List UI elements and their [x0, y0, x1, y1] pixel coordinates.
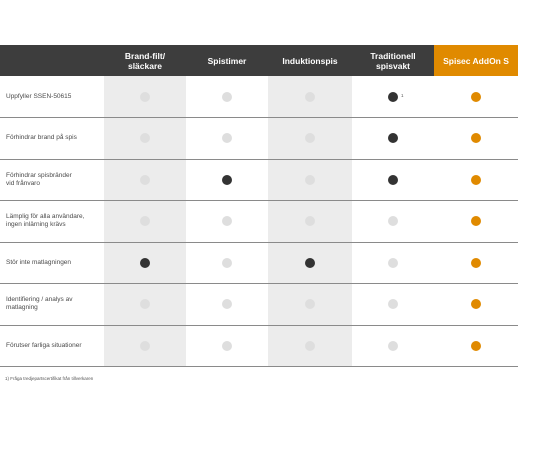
row-divider: [0, 324, 518, 326]
empty-dot-icon: [222, 257, 232, 268]
empty-dot-icon: [222, 133, 232, 144]
filled-dot-icon: [305, 257, 315, 268]
row-divider: [0, 117, 518, 118]
column-header: Spistimer: [207, 55, 247, 66]
accent-dot-icon: [471, 216, 481, 227]
table-row: Förutser farliga situationer: [0, 325, 518, 366]
accent-dot-icon: [471, 91, 481, 102]
empty-dot-icon: [140, 340, 150, 351]
table-row: Identifiering / analys av matlagning: [0, 284, 518, 325]
accent-dot-icon: [471, 340, 481, 351]
row-divider: [0, 200, 518, 201]
empty-dot-icon: [222, 340, 232, 351]
empty-dot-icon: [305, 340, 315, 351]
empty-dot-icon: [140, 299, 150, 310]
row-label: Stör inte matlagningen: [6, 258, 72, 266]
row-label: Förutser farliga situationer: [6, 341, 82, 349]
column-header: Spisec AddOn S: [434, 45, 518, 76]
row-divider: [0, 158, 518, 160]
table-row: Förhindrar brand på spis: [0, 118, 518, 159]
empty-dot-icon: [388, 257, 398, 268]
filled-dot-icon: [140, 257, 150, 268]
empty-dot-icon: [305, 216, 315, 227]
row-label: Lämplig för alla användare, ingen inlärn…: [6, 213, 85, 228]
empty-dot-icon: [222, 91, 232, 102]
footnote-marker: 1: [401, 92, 404, 98]
empty-dot-icon: [222, 299, 232, 310]
table-row: Stör inte matlagningen: [0, 242, 518, 283]
empty-dot-icon: [305, 133, 315, 144]
table-row: Uppfyller SSEN-50615 1: [0, 76, 518, 117]
empty-dot-icon: [222, 216, 232, 227]
empty-dot-icon: [140, 91, 150, 102]
filled-dot-icon: [388, 133, 398, 144]
filled-dot-icon: [222, 174, 232, 185]
column-header: Traditionell spisvakt: [370, 50, 416, 71]
empty-dot-icon: [305, 174, 315, 185]
empty-dot-icon: [388, 216, 398, 227]
table-header: Brand-filt/ släckare Spistimer Induktionsp…: [0, 45, 518, 76]
row-label: Förhindrar brand på spis: [6, 134, 77, 141]
empty-dot-icon: [305, 299, 315, 310]
row-label: Förhindrar spisbränder vid frånvaro: [6, 171, 72, 187]
column-header: Induktionspis: [282, 55, 338, 66]
row-divider: [0, 366, 518, 367]
filled-dot-icon: [388, 91, 398, 102]
table-row: Förhindrar spisbränder vid frånvaro: [0, 159, 518, 200]
row-divider: [0, 283, 518, 284]
empty-dot-icon: [388, 299, 398, 310]
empty-dot-icon: [305, 91, 315, 102]
footnote: 1) Fråga tredjepartscertifikat från till…: [5, 376, 94, 381]
row-divider: [0, 241, 518, 243]
accent-dot-icon: [471, 299, 481, 310]
accent-dot-icon: [471, 257, 481, 268]
column-header: Brand-filt/ släckare: [124, 50, 166, 71]
table-row: Lämplig för alla användare, ingen inlärn…: [0, 201, 518, 242]
accent-dot-icon: [471, 174, 481, 185]
empty-dot-icon: [140, 133, 150, 144]
filled-dot-icon: [388, 174, 398, 185]
empty-dot-icon: [140, 216, 150, 227]
empty-dot-icon: [388, 340, 398, 351]
row-label: Uppfyller SSEN-50615: [6, 92, 72, 100]
empty-dot-icon: [140, 174, 150, 185]
row-label: Identifiering / analys av matlagning: [6, 296, 73, 311]
accent-dot-icon: [471, 133, 481, 144]
